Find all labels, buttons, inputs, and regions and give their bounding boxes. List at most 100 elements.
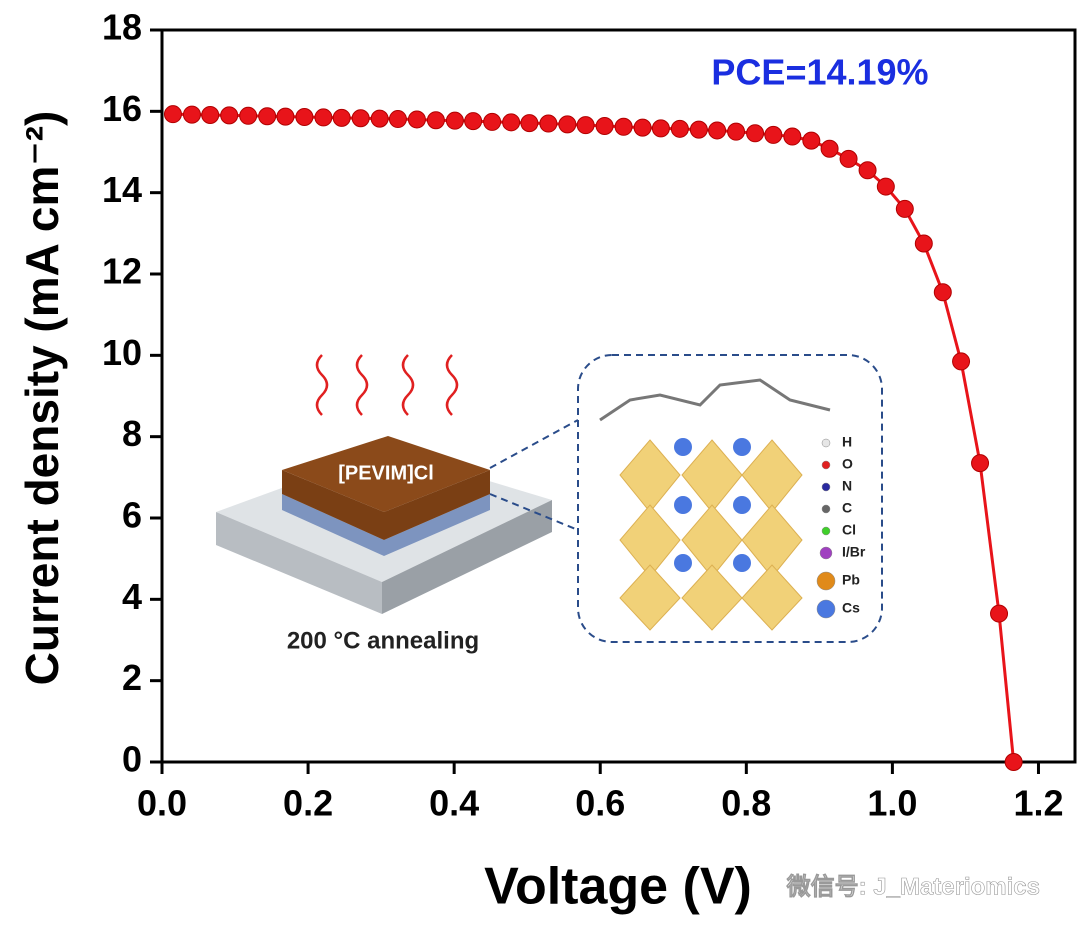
y-tick-label: 18 xyxy=(102,7,142,48)
x-tick-label: 0.4 xyxy=(429,783,479,824)
data-point xyxy=(314,108,333,127)
molecule xyxy=(599,378,831,422)
data-point xyxy=(914,234,933,253)
zoom-line xyxy=(489,493,579,531)
wave xyxy=(315,354,329,416)
data-point xyxy=(370,109,389,128)
data-point xyxy=(1004,753,1023,771)
film-label: [PEVIM]Cl xyxy=(338,462,434,484)
data-point xyxy=(933,283,952,302)
x-tick-label: 0.6 xyxy=(575,783,625,824)
y-tick-label: 10 xyxy=(102,332,142,373)
data-point xyxy=(182,105,201,124)
data-point xyxy=(276,107,295,126)
wave xyxy=(401,354,415,416)
data-point xyxy=(651,119,670,138)
data-point xyxy=(295,108,314,127)
data-point xyxy=(163,105,182,124)
wave xyxy=(355,354,369,416)
legend-swatch xyxy=(821,504,831,514)
x-axis-label: Voltage (V) xyxy=(484,858,752,916)
legend-label: Cl xyxy=(842,522,856,538)
data-point xyxy=(895,199,914,218)
heat-waves xyxy=(315,354,459,416)
legend-swatch xyxy=(821,482,831,492)
legend-label: I/Br xyxy=(842,544,866,560)
legend-label: O xyxy=(842,456,853,472)
data-point xyxy=(746,124,765,143)
data-point xyxy=(633,118,652,137)
x-tick-label: 0.8 xyxy=(721,783,771,824)
atom xyxy=(674,496,692,514)
data-point xyxy=(539,114,558,133)
legend-swatch xyxy=(816,571,836,591)
x-tick-label: 1.2 xyxy=(1013,783,1063,824)
data-point xyxy=(220,106,239,125)
legend-label: Cs xyxy=(842,600,860,616)
legend-label: H xyxy=(842,434,852,450)
data-point xyxy=(595,116,614,135)
cs-atoms xyxy=(674,438,751,572)
data-point xyxy=(670,119,689,138)
octahedra xyxy=(619,439,803,631)
data-point xyxy=(332,108,351,127)
annotation: PCE=14.19% xyxy=(711,52,928,93)
film-top xyxy=(282,436,490,512)
data-line xyxy=(172,112,1016,763)
y-tick-label: 16 xyxy=(102,88,142,129)
data-point xyxy=(952,352,971,371)
data-point xyxy=(426,111,445,130)
legend-swatch xyxy=(819,546,833,560)
data-point xyxy=(764,125,783,144)
legend-label: N xyxy=(842,478,852,494)
caption: 200 °C annealing xyxy=(287,627,479,654)
data-point xyxy=(239,106,258,125)
y-tick-label: 0 xyxy=(122,739,142,780)
y-tick-label: 12 xyxy=(102,251,142,292)
data-point xyxy=(558,115,577,134)
x-tick-label: 1.0 xyxy=(867,783,917,824)
data-point xyxy=(502,113,521,132)
legend-swatch xyxy=(821,460,831,470)
data-point xyxy=(839,149,858,168)
y-tick-label: 14 xyxy=(102,169,142,210)
data-point xyxy=(990,604,1009,623)
data-point xyxy=(614,117,633,136)
y-axis-label: Current density (mA cm⁻²) xyxy=(16,111,68,686)
data-point xyxy=(351,109,370,128)
legend-swatch xyxy=(821,526,831,536)
data-point xyxy=(802,131,821,150)
substrate-side xyxy=(216,512,382,614)
data-point xyxy=(445,111,464,130)
data-point xyxy=(483,112,502,131)
wave xyxy=(445,354,459,416)
plot-frame xyxy=(160,28,1077,764)
film-side xyxy=(282,470,490,540)
data-point xyxy=(727,122,746,141)
data-point xyxy=(783,127,802,146)
data-point xyxy=(708,121,727,140)
atom xyxy=(674,438,692,456)
atom xyxy=(674,554,692,572)
zoom-line xyxy=(489,419,579,469)
data-point xyxy=(258,107,277,126)
substrate-side xyxy=(382,500,552,614)
data-point xyxy=(407,110,426,129)
legend-label: C xyxy=(842,500,852,516)
watermark: 微信号: J_Materiomics xyxy=(786,872,1040,900)
octahedron xyxy=(619,564,681,631)
atom xyxy=(733,438,751,456)
x-tick-label: 0.0 xyxy=(137,783,187,824)
legend-label: Pb xyxy=(842,572,860,588)
octahedron xyxy=(741,564,803,631)
x-tick-label: 0.2 xyxy=(283,783,333,824)
data-point xyxy=(576,116,595,135)
legend-swatch xyxy=(816,599,836,619)
layer xyxy=(282,494,490,556)
atom xyxy=(733,554,751,572)
data-point xyxy=(971,454,990,473)
data-point xyxy=(876,177,895,196)
y-tick-label: 6 xyxy=(122,495,142,536)
